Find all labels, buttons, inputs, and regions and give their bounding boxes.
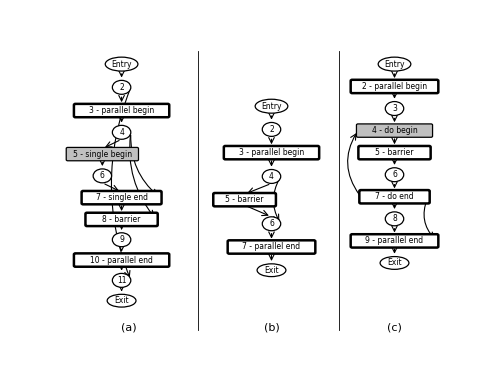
- Text: (a): (a): [122, 323, 137, 333]
- Text: 2: 2: [269, 125, 274, 134]
- FancyBboxPatch shape: [351, 80, 438, 93]
- Text: 5 - barrier: 5 - barrier: [375, 148, 414, 157]
- Ellipse shape: [107, 294, 136, 307]
- Circle shape: [385, 101, 404, 115]
- Text: Entry: Entry: [384, 60, 405, 69]
- Text: 7 - single end: 7 - single end: [96, 193, 148, 202]
- Text: 5 - barrier: 5 - barrier: [225, 195, 264, 204]
- Circle shape: [93, 169, 112, 183]
- Text: 8: 8: [392, 215, 397, 223]
- Circle shape: [113, 233, 131, 247]
- Text: 7 - do end: 7 - do end: [375, 192, 414, 201]
- Text: 7 - parallel end: 7 - parallel end: [243, 242, 301, 251]
- Circle shape: [113, 273, 131, 287]
- Text: Entry: Entry: [261, 102, 282, 111]
- Text: 4: 4: [269, 172, 274, 181]
- FancyBboxPatch shape: [74, 253, 169, 267]
- Circle shape: [385, 212, 404, 226]
- Text: 6: 6: [392, 170, 397, 179]
- Text: 9: 9: [119, 235, 124, 244]
- FancyBboxPatch shape: [213, 193, 276, 206]
- Text: Exit: Exit: [114, 296, 129, 305]
- Text: 3: 3: [392, 104, 397, 113]
- Ellipse shape: [380, 257, 409, 269]
- Text: (c): (c): [387, 323, 402, 333]
- Ellipse shape: [378, 57, 411, 71]
- Ellipse shape: [105, 57, 138, 71]
- FancyBboxPatch shape: [224, 146, 319, 159]
- Text: 11: 11: [117, 276, 126, 285]
- Text: (b): (b): [263, 323, 279, 333]
- Circle shape: [262, 217, 281, 231]
- Text: 5 - single begin: 5 - single begin: [73, 150, 132, 159]
- FancyBboxPatch shape: [357, 124, 433, 137]
- Text: 10 - parallel end: 10 - parallel end: [90, 256, 153, 265]
- FancyBboxPatch shape: [74, 104, 169, 117]
- FancyBboxPatch shape: [82, 191, 162, 204]
- FancyBboxPatch shape: [66, 147, 138, 161]
- Text: Exit: Exit: [264, 266, 279, 275]
- Ellipse shape: [257, 264, 286, 277]
- FancyBboxPatch shape: [351, 234, 438, 248]
- Text: 2: 2: [119, 83, 124, 92]
- Text: Exit: Exit: [387, 259, 402, 267]
- Text: 8 - barrier: 8 - barrier: [102, 215, 141, 224]
- Text: 3 - parallel begin: 3 - parallel begin: [239, 148, 304, 157]
- FancyBboxPatch shape: [359, 190, 430, 204]
- Text: Entry: Entry: [111, 60, 132, 69]
- Text: 4 - do begin: 4 - do begin: [372, 126, 417, 135]
- Text: 4: 4: [119, 128, 124, 137]
- Circle shape: [385, 168, 404, 182]
- Text: 9 - parallel end: 9 - parallel end: [366, 236, 424, 245]
- Text: 3 - parallel begin: 3 - parallel begin: [89, 106, 154, 115]
- FancyBboxPatch shape: [359, 146, 431, 159]
- Ellipse shape: [255, 99, 288, 113]
- Circle shape: [262, 170, 281, 184]
- Text: 6: 6: [269, 219, 274, 228]
- Text: 2 - parallel begin: 2 - parallel begin: [362, 82, 427, 91]
- Circle shape: [262, 123, 281, 136]
- FancyBboxPatch shape: [228, 240, 315, 254]
- Text: 6: 6: [100, 172, 105, 180]
- Circle shape: [113, 126, 131, 139]
- FancyBboxPatch shape: [85, 213, 158, 226]
- Circle shape: [113, 80, 131, 94]
